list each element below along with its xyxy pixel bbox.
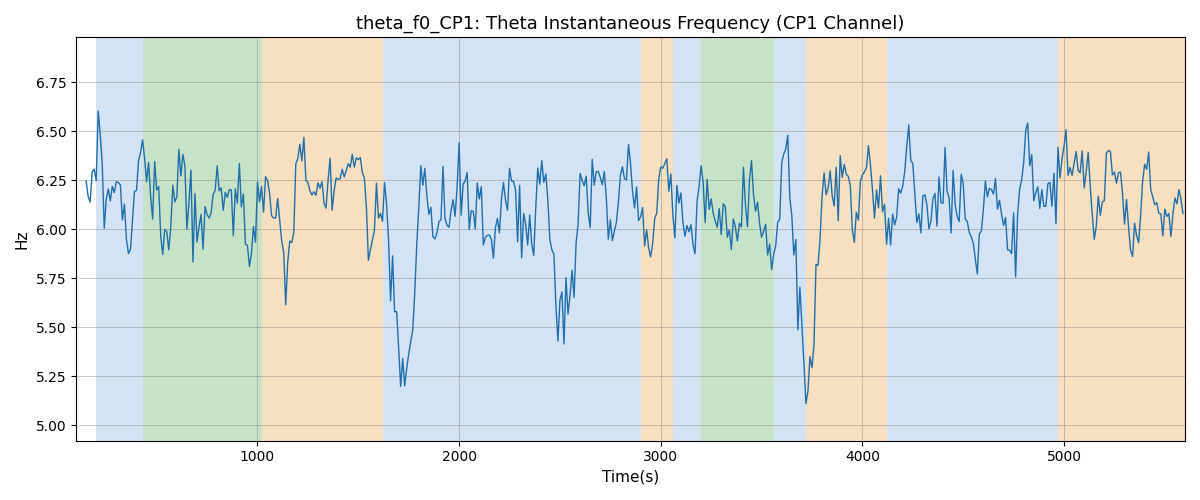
Bar: [1058, 38, 1186, 440]
Y-axis label: Hz: Hz: [14, 230, 30, 249]
Bar: [96, 38, 143, 440]
Bar: [1036, 38, 1058, 440]
Bar: [262, 38, 383, 440]
Title: theta_f0_CP1: Theta Instantaneous Frequency (CP1 Channel): theta_f0_CP1: Theta Instantaneous Freque…: [356, 15, 905, 34]
Bar: [806, 38, 887, 440]
Bar: [143, 38, 262, 440]
Bar: [641, 38, 673, 440]
Bar: [887, 38, 1036, 440]
Bar: [383, 38, 641, 440]
Bar: [673, 38, 701, 440]
X-axis label: Time(s): Time(s): [602, 470, 659, 485]
Bar: [701, 38, 774, 440]
Bar: [774, 38, 806, 440]
